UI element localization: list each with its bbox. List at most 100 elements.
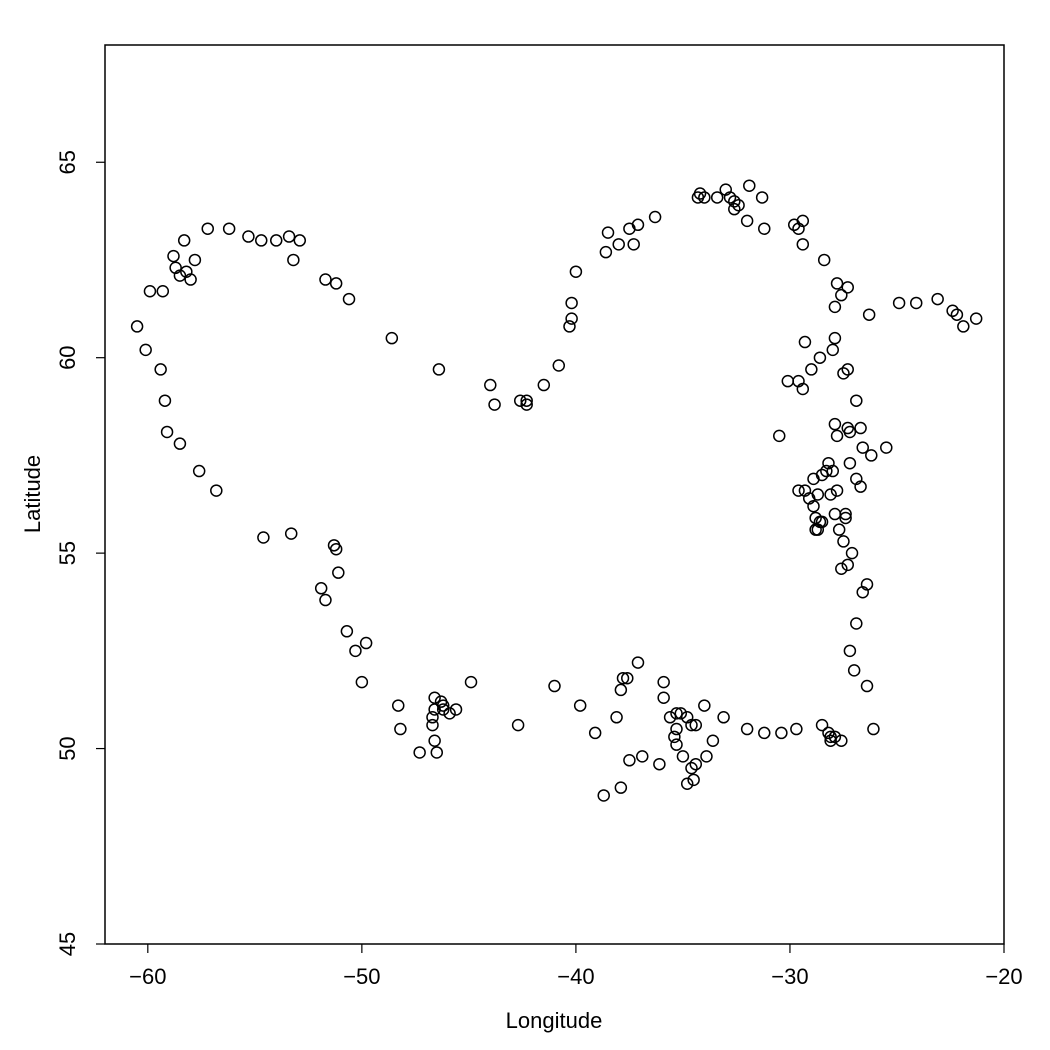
data-point	[815, 718, 829, 732]
data-point	[856, 585, 869, 599]
data-point	[865, 449, 878, 462]
data-point	[184, 273, 197, 286]
data-point	[597, 789, 610, 802]
data-point	[413, 746, 426, 759]
data-point	[700, 750, 713, 763]
data-point	[548, 679, 561, 693]
data-point	[610, 711, 623, 724]
data-point	[796, 382, 810, 396]
data-point	[841, 558, 854, 572]
data-point	[843, 644, 857, 658]
data-point	[805, 363, 818, 376]
data-point	[653, 757, 666, 771]
data-point	[856, 441, 869, 454]
data-point	[158, 394, 172, 407]
data-point	[835, 288, 848, 302]
data-point	[957, 320, 970, 333]
data-point	[426, 711, 439, 724]
data-point	[428, 691, 441, 705]
data-point	[670, 722, 683, 736]
data-point	[820, 464, 833, 478]
data-points	[130, 179, 983, 802]
data-point	[188, 253, 202, 267]
data-point	[436, 699, 450, 712]
x-tick-label: −20	[985, 964, 1022, 989]
data-point	[623, 754, 636, 767]
x-tick-label: −30	[771, 964, 808, 989]
data-point	[689, 718, 703, 732]
data-point	[862, 308, 876, 321]
data-point	[693, 187, 707, 200]
x-axis-label: Longitude	[506, 1008, 603, 1033]
data-point	[342, 292, 356, 306]
data-point	[627, 238, 640, 251]
data-point	[835, 562, 848, 576]
data-point	[828, 331, 842, 345]
data-point	[663, 711, 677, 724]
data-point	[837, 535, 850, 548]
data-point	[426, 718, 439, 732]
data-point	[824, 730, 837, 744]
data-point	[167, 249, 180, 263]
data-point	[631, 656, 645, 669]
data-point	[909, 296, 923, 310]
data-point	[706, 734, 720, 747]
data-point	[830, 429, 844, 443]
data-point	[314, 582, 328, 595]
data-point	[391, 699, 405, 712]
y-axis: 45 50 55 60 65	[55, 150, 105, 956]
data-point	[698, 699, 711, 712]
data-point	[839, 511, 852, 525]
data-point	[612, 238, 625, 251]
data-point	[436, 703, 450, 716]
data-point	[222, 222, 236, 235]
data-point	[817, 253, 831, 267]
data-point	[588, 726, 602, 740]
data-point	[670, 707, 683, 720]
data-point	[841, 363, 854, 376]
data-point	[616, 671, 630, 685]
data-point	[839, 507, 852, 521]
data-point	[685, 718, 698, 732]
y-axis-label: Latitude	[20, 455, 45, 533]
data-point	[755, 191, 769, 204]
data-point	[950, 308, 964, 321]
data-point	[329, 277, 343, 290]
data-point	[931, 292, 944, 306]
data-point	[569, 265, 583, 278]
data-point	[430, 746, 444, 759]
data-point	[687, 773, 700, 787]
y-tick-label: 60	[55, 345, 80, 369]
data-point	[813, 351, 827, 364]
data-point	[319, 593, 332, 607]
data-point	[177, 234, 191, 247]
x-tick-label: −60	[129, 964, 166, 989]
data-point	[355, 675, 369, 689]
data-point	[710, 191, 724, 204]
data-point	[685, 761, 698, 775]
data-point	[758, 726, 771, 740]
data-point	[282, 230, 296, 243]
data-point	[537, 378, 551, 392]
data-point	[443, 707, 456, 720]
plot-frame	[104, 44, 1005, 945]
data-point	[601, 226, 615, 239]
data-point	[828, 507, 842, 521]
data-point	[830, 277, 844, 290]
data-point	[552, 359, 566, 372]
data-point	[614, 683, 628, 697]
data-point	[565, 296, 578, 310]
data-point	[841, 281, 854, 294]
data-point	[242, 230, 255, 243]
data-point	[340, 625, 354, 638]
data-point	[740, 722, 754, 736]
data-point	[130, 320, 144, 333]
data-point	[432, 363, 446, 376]
data-point	[621, 671, 634, 685]
y-tick-label: 65	[55, 150, 80, 174]
data-point	[824, 734, 837, 747]
data-point	[850, 617, 863, 630]
data-point	[717, 711, 730, 724]
data-point	[824, 488, 837, 501]
